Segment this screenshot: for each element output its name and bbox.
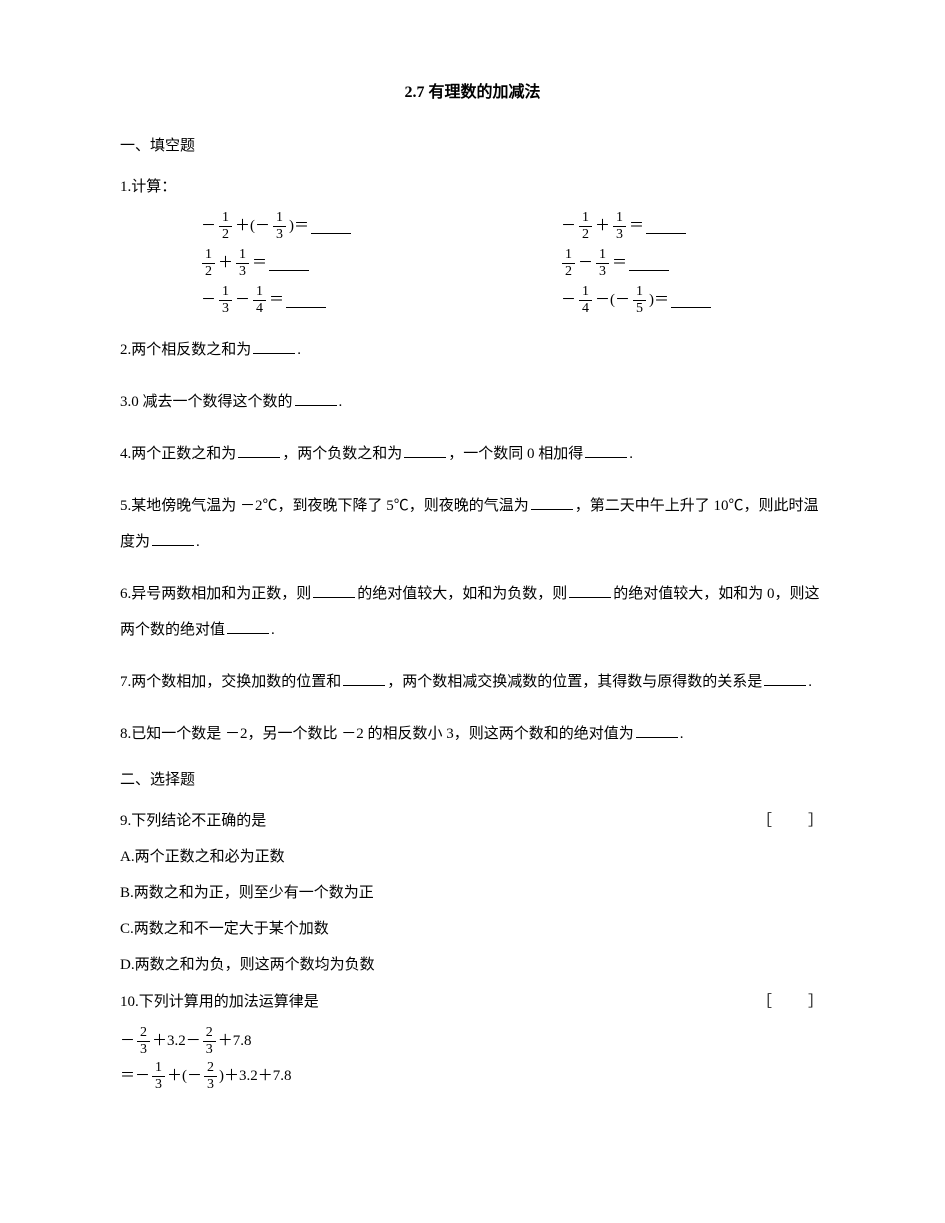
q9-option-c: C.两数之和不一定大于某个加数 [120,917,825,941]
answer-blank [295,391,337,406]
fraction: 13 [596,248,609,279]
answer-blank [629,256,669,271]
fraction: 13 [219,285,232,316]
fraction: 13 [152,1061,165,1092]
fraction: 12 [202,248,215,279]
q9: 9.下列结论不正确的是 ［ ］ [120,808,825,835]
fraction: 23 [204,1061,217,1092]
q9-option-d: D.两数之和为负，则这两个数均为负数 [120,953,825,977]
doc-title: 2.7 有理数的加减法 [120,80,825,106]
answer-blank [636,723,678,738]
fraction: 23 [203,1026,216,1057]
answer-blank [569,583,611,598]
calc-r3c1: － 13 － 14 ＝ [200,285,560,316]
answer-blank [269,256,309,271]
calc-row-3: － 13 － 14 ＝ － 14 －(－ 15 )＝ [120,285,825,316]
fraction: 13 [613,211,626,242]
answer-blank [404,443,446,458]
calc-r2c1: 12 ＋ 13 ＝ [200,248,560,279]
q7: 7.两个数相加，交换加数的位置和，两个数相减交换减数的位置，其得数与原得数的关系… [120,664,825,700]
q10-line2: ＝－ 13 ＋(－ 23 )＋3.2＋7.8 [120,1061,825,1092]
q9-option-b: B.两数之和为正，则至少有一个数为正 [120,881,825,905]
answer-blank [646,219,686,234]
q2: 2.两个相反数之和为. [120,332,825,368]
answer-blank [152,531,194,546]
calc-row-2: 12 ＋ 13 ＝ 12 － 13 ＝ [120,248,825,279]
fraction: 12 [219,211,232,242]
q8: 8.已知一个数是 －2，另一个数比 －2 的相反数小 3，则这两个数和的绝对值为… [120,716,825,752]
answer-blank [311,219,351,234]
fraction: 14 [253,285,266,316]
q1-label: 1.计算： [120,174,825,201]
calc-row-1: － 12 ＋(－ 13 )＝ － 12 ＋ 13 ＝ [120,211,825,242]
fraction: 12 [579,211,592,242]
fraction: 14 [579,285,592,316]
q10-line1: － 23 ＋3.2－ 23 ＋7.8 [120,1026,825,1057]
q9-option-a: A.两个正数之和必为正数 [120,845,825,869]
answer-bracket: ［ ］ [757,808,825,835]
fraction: 13 [236,248,249,279]
answer-blank [343,671,385,686]
answer-blank [227,619,269,634]
q4: 4.两个正数之和为，两个负数之和为，一个数同 0 相加得. [120,436,825,472]
answer-blank [671,293,711,308]
section-2-heading: 二、选择题 [120,768,825,792]
answer-blank [764,671,806,686]
answer-blank [238,443,280,458]
answer-bracket: ［ ］ [757,989,825,1016]
q10: 10.下列计算用的加法运算律是 ［ ］ [120,989,825,1016]
calc-r2c2: 12 － 13 ＝ [560,248,825,279]
fraction: 13 [273,211,286,242]
answer-blank [286,293,326,308]
section-1-heading: 一、填空题 [120,134,825,158]
q3: 3.0 减去一个数得这个数的. [120,384,825,420]
answer-blank [253,339,295,354]
calc-r1c2: － 12 ＋ 13 ＝ [560,211,825,242]
answer-blank [531,495,573,510]
fraction: 23 [137,1026,150,1057]
calc-r1c1: － 12 ＋(－ 13 )＝ [200,211,560,242]
calc-r3c2: － 14 －(－ 15 )＝ [560,285,825,316]
fraction: 15 [633,285,646,316]
q6: 6.异号两数相加和为正数，则的绝对值较大，如和为负数，则的绝对值较大，如和为 0… [120,576,825,648]
q5: 5.某地傍晚气温为 －2℃，到夜晚下降了 5℃，则夜晚的气温为，第二天中午上升了… [120,488,825,560]
answer-blank [585,443,627,458]
answer-blank [313,583,355,598]
fraction: 12 [562,248,575,279]
